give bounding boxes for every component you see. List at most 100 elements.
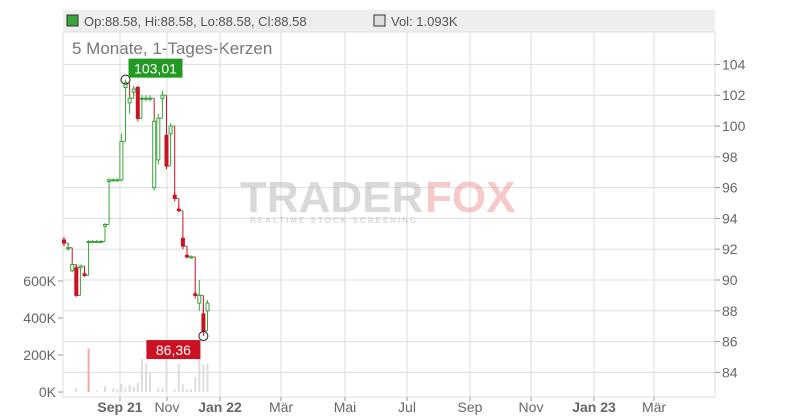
- candle-body: [94, 241, 99, 243]
- candle-body: [185, 254, 189, 258]
- volume-tick-label: 0K: [39, 384, 57, 400]
- ohlc-legend-swatch: [66, 14, 79, 27]
- volume-bar: [87, 348, 90, 392]
- grid: [62, 31, 716, 398]
- traderfox-watermark: TRADER FOX REALTIME STOCK SCREENING: [240, 173, 515, 225]
- candle-body: [180, 237, 185, 247]
- candle-body: [66, 247, 71, 250]
- candle-body: [164, 134, 169, 167]
- candle-body: [160, 94, 165, 99]
- candle-body: [119, 140, 124, 181]
- volume-bar: [116, 389, 119, 392]
- price-tick-label: 88: [722, 303, 738, 319]
- price-tick-label: 98: [722, 149, 738, 165]
- volume-bar: [202, 364, 205, 392]
- volume-tick-label: 400K: [23, 310, 56, 326]
- x-tick-label: Mär: [269, 399, 293, 415]
- x-tick-label: Mai: [334, 399, 357, 415]
- candle-body: [172, 194, 177, 199]
- candle-body: [176, 208, 181, 212]
- candle-body: [123, 82, 128, 88]
- x-tick-label: Sep: [458, 399, 483, 415]
- volume-tick-label: 200K: [23, 347, 56, 363]
- candle-body: [131, 88, 136, 93]
- candle-body: [201, 313, 206, 332]
- volume-bar: [194, 377, 197, 392]
- candles: [62, 79, 210, 337]
- volume-bar: [132, 386, 135, 392]
- volume-bar: [120, 383, 123, 392]
- watermark-brand-left: TRADER: [240, 173, 423, 222]
- volume-bar: [181, 384, 184, 392]
- watermark-brand-right: FOX: [425, 173, 515, 222]
- volume-bar: [112, 388, 115, 392]
- volume-readout: Vol: 1.093K: [391, 14, 458, 29]
- candle-body: [111, 179, 116, 182]
- volume-bar: [186, 390, 188, 392]
- candle-body: [156, 117, 161, 161]
- high-marker-circle: [120, 74, 131, 85]
- candle-body: [135, 87, 140, 119]
- volume-bar: [177, 364, 180, 392]
- volume-bars: [75, 348, 209, 392]
- candle-body: [78, 265, 83, 269]
- candle-body: [70, 264, 75, 272]
- candle-body: [82, 273, 87, 276]
- price-tick-label: 96: [722, 180, 738, 196]
- volume-bar: [95, 390, 98, 392]
- x-tick-label: Jan 23: [572, 399, 616, 415]
- candle-body: [90, 241, 95, 243]
- price-tick-label: 104: [722, 56, 746, 72]
- volume-bar: [173, 389, 176, 392]
- high-label-box: [128, 58, 183, 78]
- volume-bar: [124, 388, 127, 392]
- price-tick-label: 102: [722, 87, 746, 103]
- candle-body: [139, 97, 144, 100]
- x-tick-label: Jul: [398, 399, 416, 415]
- candle-body: [197, 294, 202, 304]
- candle-body: [193, 293, 198, 296]
- price-tick-label: 86: [722, 334, 738, 350]
- candle-body: [144, 97, 148, 100]
- candle-body: [115, 179, 120, 182]
- volume-bar: [161, 387, 164, 392]
- price-tick-label: 94: [722, 210, 738, 226]
- volume-bar: [165, 356, 168, 392]
- low-label: 86,36: [156, 342, 191, 358]
- candle-body: [62, 239, 66, 244]
- chart-subtitle: 5 Monate, 1-Tages-Kerzen: [72, 39, 272, 58]
- x-tick-label: Nov: [519, 399, 544, 415]
- volume-bar: [104, 386, 106, 392]
- candle-body: [205, 302, 210, 312]
- candle-body: [168, 125, 173, 135]
- header-bar: [63, 10, 715, 32]
- volume-tick-label: 600K: [23, 273, 56, 289]
- candle-body: [127, 97, 132, 104]
- volume-bar: [157, 388, 160, 392]
- candle-body: [152, 120, 157, 189]
- volume-bar: [140, 358, 143, 392]
- plot-frame: [62, 31, 716, 398]
- candle-body: [189, 256, 194, 259]
- volume-bar: [145, 363, 147, 392]
- candle-body: [103, 224, 107, 227]
- x-tick-label: Sep 21: [97, 399, 142, 415]
- candle-body: [98, 241, 103, 243]
- low-label-box: [146, 340, 201, 360]
- price-tick-label: 90: [722, 272, 738, 288]
- volume-bar: [136, 382, 139, 392]
- volume-bar: [190, 389, 193, 392]
- high-label: 103,01: [134, 61, 177, 77]
- candle-body: [86, 241, 91, 243]
- volume-bar: [206, 363, 209, 392]
- volume-bar: [198, 351, 201, 392]
- price-tick-label: 100: [722, 118, 746, 134]
- axis-labels: 84 86 88 90 92 94 96 98 100 102 104 0K 200K 400K 600K S…: [23, 56, 745, 415]
- low-marker-circle: [198, 331, 209, 342]
- x-tick-label: Nov: [155, 399, 180, 415]
- volume-bar: [149, 371, 152, 392]
- price-tick-label: 84: [722, 364, 738, 380]
- volume-bar: [75, 388, 78, 392]
- x-tick-label: Jan 22: [198, 399, 242, 415]
